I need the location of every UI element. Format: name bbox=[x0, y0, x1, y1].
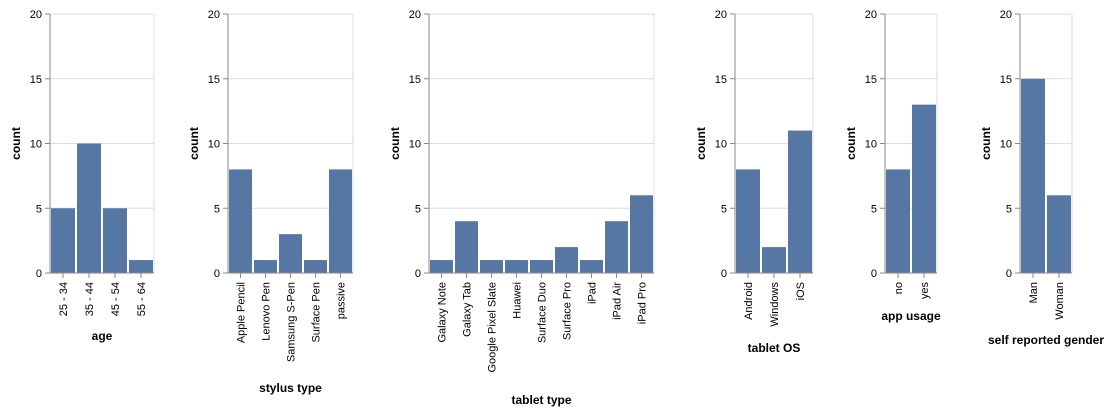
bar bbox=[788, 130, 812, 273]
y-axis-title: count bbox=[694, 127, 708, 160]
y-tick-label: 0 bbox=[721, 268, 727, 280]
chart-panel-5: 0 5 10 15 20 no yes count app usage bbox=[844, 9, 941, 323]
bar bbox=[480, 260, 503, 273]
bar bbox=[254, 260, 277, 273]
bar bbox=[505, 260, 528, 273]
y-tick-label: 10 bbox=[30, 139, 42, 151]
bar bbox=[912, 104, 936, 274]
y-tick-label: 0 bbox=[415, 268, 421, 280]
chart-panel-6: 0 5 10 15 20 Man Woman count self reported gende… bbox=[979, 9, 1104, 347]
bar bbox=[455, 221, 478, 273]
y-tick-label: 20 bbox=[865, 9, 877, 21]
x-tick-label: iPad bbox=[587, 282, 599, 304]
y-tick-label: 0 bbox=[214, 268, 220, 280]
x-tick-label: Galaxy Tab bbox=[462, 282, 474, 337]
y-tick-label: 0 bbox=[1006, 268, 1012, 280]
y-axis-title: count bbox=[187, 127, 201, 160]
y-tick-label: 10 bbox=[715, 139, 727, 151]
bar bbox=[530, 260, 553, 273]
x-tick-label: yes bbox=[919, 282, 931, 300]
y-tick-label: 5 bbox=[415, 203, 421, 215]
x-tick-label: 35 - 44 bbox=[84, 282, 96, 316]
chart-panel-2: 0 5 10 15 20 Apple Pencil Lenovo Pen Samsung S-… bbox=[187, 9, 354, 395]
bar bbox=[229, 169, 252, 273]
bar bbox=[736, 169, 760, 273]
x-tick-label: Surface Duo bbox=[537, 282, 549, 343]
x-axis-title: self reported gender bbox=[988, 333, 1104, 347]
x-axis-title: tablet OS bbox=[748, 341, 801, 355]
x-tick-label: Surface Pen bbox=[311, 282, 323, 343]
x-axis-title: age bbox=[92, 329, 113, 343]
x-tick-label: 25 - 34 bbox=[58, 282, 70, 316]
x-tick-label: Lenovo Pen bbox=[261, 282, 273, 341]
y-tick-label: 20 bbox=[30, 9, 42, 21]
bar bbox=[555, 247, 578, 273]
y-tick-label: 20 bbox=[409, 9, 421, 21]
bar bbox=[762, 247, 786, 273]
y-axis-title: count bbox=[388, 127, 402, 160]
bar bbox=[329, 169, 352, 273]
x-axis-title: stylus type bbox=[259, 381, 322, 395]
bar bbox=[129, 260, 153, 273]
y-tick-label: 0 bbox=[36, 268, 42, 280]
y-tick-label: 5 bbox=[214, 203, 220, 215]
x-tick-label: Android bbox=[743, 282, 755, 320]
x-tick-label: iPad Air bbox=[612, 282, 624, 320]
x-tick-label: Woman bbox=[1054, 282, 1066, 320]
bar bbox=[605, 221, 628, 273]
bar bbox=[103, 208, 127, 273]
bar bbox=[580, 260, 603, 273]
x-tick-label: 55 - 64 bbox=[136, 282, 148, 316]
x-tick-label: Surface Pro bbox=[562, 282, 574, 340]
x-tick-label: no bbox=[893, 282, 905, 294]
y-tick-label: 10 bbox=[409, 139, 421, 151]
x-axis-title: app usage bbox=[881, 309, 941, 323]
y-tick-label: 15 bbox=[865, 74, 877, 86]
chart-panel-4: 0 5 10 15 20 Android Windows iOS count tablet OS bbox=[694, 9, 814, 355]
y-tick-label: 5 bbox=[721, 203, 727, 215]
bar bbox=[1047, 195, 1071, 273]
x-tick-label: Windows bbox=[769, 282, 781, 327]
bar bbox=[886, 169, 910, 273]
x-axis-title: tablet type bbox=[511, 393, 571, 407]
bar bbox=[304, 260, 327, 273]
x-tick-label: 45 - 54 bbox=[110, 282, 122, 316]
y-axis-title: count bbox=[979, 127, 993, 160]
y-tick-label: 5 bbox=[871, 203, 877, 215]
y-tick-label: 20 bbox=[208, 9, 220, 21]
x-tick-label: Samsung S-Pen bbox=[286, 282, 298, 362]
y-tick-label: 15 bbox=[715, 74, 727, 86]
y-tick-label: 20 bbox=[715, 9, 727, 21]
x-tick-label: Huawei bbox=[512, 282, 524, 319]
x-tick-label: Apple Pencil bbox=[236, 282, 248, 343]
x-tick-label: iOS bbox=[795, 282, 807, 300]
chart-panel-3: 0 5 10 15 20 Galaxy Note Galaxy Tab Google Pixe… bbox=[388, 9, 655, 407]
y-axis-title: count bbox=[9, 127, 23, 160]
y-tick-label: 5 bbox=[1006, 203, 1012, 215]
bar bbox=[279, 234, 302, 273]
y-tick-label: 15 bbox=[1000, 74, 1012, 86]
bar bbox=[430, 260, 453, 273]
bar bbox=[1021, 78, 1045, 273]
bar bbox=[630, 195, 653, 273]
y-tick-label: 5 bbox=[36, 203, 42, 215]
y-tick-label: 15 bbox=[208, 74, 220, 86]
y-tick-label: 0 bbox=[871, 268, 877, 280]
x-tick-label: Google Pixel Slate bbox=[487, 282, 499, 373]
y-tick-label: 10 bbox=[865, 139, 877, 151]
x-tick-label: Man bbox=[1028, 282, 1040, 303]
x-tick-label: Galaxy Note bbox=[437, 282, 449, 343]
chart-panel-1: 0 5 10 15 20 25 - 34 35 - 44 45 - 54 55 - 64 coun… bbox=[9, 9, 155, 343]
bar bbox=[51, 208, 75, 273]
y-tick-label: 20 bbox=[1000, 9, 1012, 21]
y-tick-label: 10 bbox=[208, 139, 220, 151]
y-tick-label: 15 bbox=[409, 74, 421, 86]
y-tick-label: 15 bbox=[30, 74, 42, 86]
bar bbox=[77, 143, 101, 273]
x-tick-label: iPad Pro bbox=[637, 282, 649, 324]
y-tick-label: 10 bbox=[1000, 139, 1012, 151]
x-tick-label: passive bbox=[336, 282, 348, 319]
y-axis-title: count bbox=[844, 127, 858, 160]
